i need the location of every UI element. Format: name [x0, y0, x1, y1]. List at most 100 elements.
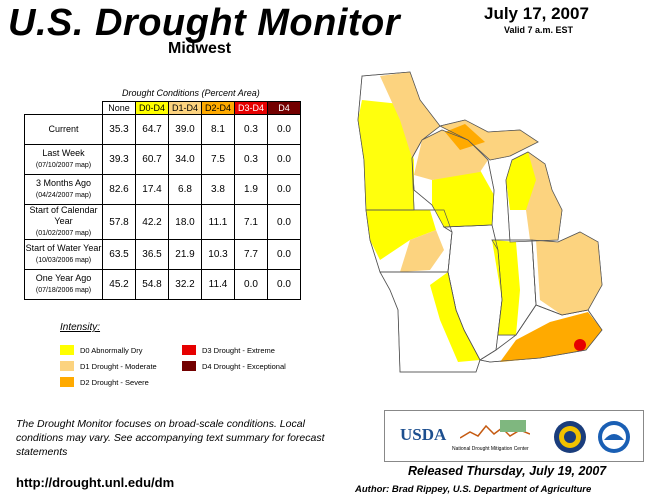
table-cell: 8.1: [201, 114, 235, 145]
row-label: Start of Calendar Year (01/02/2007 map): [24, 204, 103, 240]
legend-label: D0 Abnormally Dry: [80, 345, 143, 355]
doc-seal-icon: [554, 421, 586, 453]
table-row: 3 Months Ago (04/24/2007 map) 82.6 17.4 6.8 3…: [24, 174, 301, 205]
table-cell: 57.8: [102, 204, 136, 240]
table-cell: 64.7: [135, 114, 169, 145]
column-header-d1-d4: D1-D4: [168, 101, 202, 115]
legend-item: D1 Drought - Moderate: [60, 361, 157, 371]
table-header-row: None D0-D4 D1-D4 D2-D4 D3-D4 D4: [25, 101, 301, 115]
table-cell: 10.3: [201, 239, 235, 270]
table-cell: 11.1: [201, 204, 235, 240]
drought-table: None D0-D4 D1-D4 D2-D4 D3-D4 D4 Current 35.3 64…: [24, 101, 301, 300]
table-cell: 1.9: [234, 174, 268, 205]
table-cell: 0.3: [234, 114, 268, 145]
table-cell: 54.8: [135, 269, 169, 300]
d1-area-iowa-se: [400, 230, 444, 272]
column-header-d0-d4: D0-D4: [135, 101, 169, 115]
drought-areas: [358, 72, 602, 362]
table-cell: 35.3: [102, 114, 136, 145]
table-cell: 18.0: [168, 204, 202, 240]
table-cell: 0.0: [267, 204, 301, 240]
d0-area-wisconsin: [432, 170, 494, 227]
legend-swatch: [60, 345, 74, 355]
table-cell: 7.1: [234, 204, 268, 240]
legend-swatch: [60, 361, 74, 371]
table-cell: 63.5: [102, 239, 136, 270]
d1-area-minnesota: [380, 72, 440, 158]
noaa-logo-icon: [598, 421, 630, 453]
legend-swatch: [182, 345, 196, 355]
table-row: One Year Ago (07/18/2006 map) 45.2 54.8 32.2…: [24, 269, 301, 300]
table-cell: 0.0: [267, 174, 301, 205]
row-label: Start of Water Year (10/03/2006 map): [24, 239, 103, 270]
table-corner: [25, 102, 103, 115]
legend-label: D4 Drought - Exceptional: [202, 361, 286, 371]
table-row: Start of Calendar Year (01/02/2007 map) 57…: [24, 204, 301, 240]
column-header-d4: D4: [267, 101, 301, 115]
ndmc-logo-graphic: [460, 420, 530, 439]
row-label-date: (04/24/2007 map): [35, 192, 92, 199]
d0-area-missouri: [430, 272, 480, 362]
table-cell: 39.0: [168, 114, 202, 145]
map-title: U.S. Drought Monitor: [8, 2, 401, 44]
table-body: Current 35.3 64.7 39.0 8.1 0.3 0.0 Last Week (07…: [24, 114, 301, 300]
disclaimer-note: The Drought Monitor focuses on broad-sca…: [16, 418, 325, 458]
table-cell: 39.3: [102, 144, 136, 175]
table-cell: 11.4: [201, 269, 235, 300]
row-label: Current: [24, 114, 103, 145]
table-cell: 36.5: [135, 239, 169, 270]
table-cell: 0.3: [234, 144, 268, 175]
d1-area-michigan: [526, 152, 562, 240]
legend-label: D1 Drought - Moderate: [80, 361, 157, 371]
d3-area-kentucky: [574, 339, 586, 351]
legend-title: Intensity:: [60, 322, 101, 333]
table-row: Start of Water Year (10/03/2006 map) 63.5 3…: [24, 239, 301, 270]
row-label: 3 Months Ago (04/24/2007 map): [24, 174, 103, 205]
table-cell: 60.7: [135, 144, 169, 175]
legend-item: D2 Drought - Severe: [60, 377, 149, 387]
row-label-date: (07/18/2006 map): [35, 287, 92, 294]
column-header-d3-d4: D3-D4: [234, 101, 268, 115]
row-label-text: 3 Months Ago: [35, 178, 92, 188]
row-label-text: One Year Ago: [35, 273, 92, 283]
table-row: Last Week (07/10/2007 map) 39.3 60.7 34.0 7.5…: [24, 144, 301, 175]
map-date: July 17, 2007: [484, 4, 589, 23]
state-outlines: [357, 71, 603, 373]
row-label: One Year Ago (07/18/2006 map): [24, 269, 103, 300]
legend-swatch: [182, 361, 196, 371]
row-label-text: Start of Calendar Year: [29, 205, 98, 226]
table-cell: 0.0: [234, 269, 268, 300]
table-cell: 42.2: [135, 204, 169, 240]
release-date: Released Thursday, July 19, 2007: [408, 464, 607, 478]
legend-swatch: [60, 377, 74, 387]
row-label-date: (10/03/2006 map): [35, 257, 92, 264]
valid-time: Valid 7 a.m. EST: [504, 25, 574, 35]
table-cell: 7.5: [201, 144, 235, 175]
d0-area-west: [358, 100, 414, 210]
website-link[interactable]: http://drought.unl.edu/dm: [16, 475, 175, 490]
legend-label: D3 Drought - Extreme: [202, 345, 275, 355]
legend-label: D2 Drought - Severe: [80, 377, 149, 387]
table-cell: 0.0: [267, 269, 301, 300]
row-label-date: (07/10/2007 map): [35, 162, 92, 169]
legend-item: D0 Abnormally Dry: [60, 345, 143, 355]
row-label-text: Last Week: [42, 148, 85, 158]
table-cell: 34.0: [168, 144, 202, 175]
d0-area-iowa: [366, 210, 436, 260]
column-header-d2-d4: D2-D4: [201, 101, 235, 115]
drought-map: [357, 71, 603, 373]
d2-area-up: [445, 124, 485, 150]
ndmc-logo-text: National Drought Mitigation Center: [452, 446, 529, 452]
table-caption: Drought Conditions (Percent Area): [122, 88, 260, 98]
table-cell: 0.0: [267, 239, 301, 270]
region-name: Midwest: [168, 40, 232, 57]
author-line: Author: Brad Rippey, U.S. Department of …: [355, 484, 592, 495]
table-cell: 82.6: [102, 174, 136, 205]
table-cell: 17.4: [135, 174, 169, 205]
row-label-text: Current: [48, 124, 79, 134]
usda-logo: USDA: [400, 425, 447, 444]
row-label-date: (01/02/2007 map): [35, 230, 92, 237]
row-label: Last Week (07/10/2007 map): [24, 144, 103, 175]
table-cell: 0.0: [267, 144, 301, 175]
legend-item: D3 Drought - Extreme: [182, 345, 275, 355]
